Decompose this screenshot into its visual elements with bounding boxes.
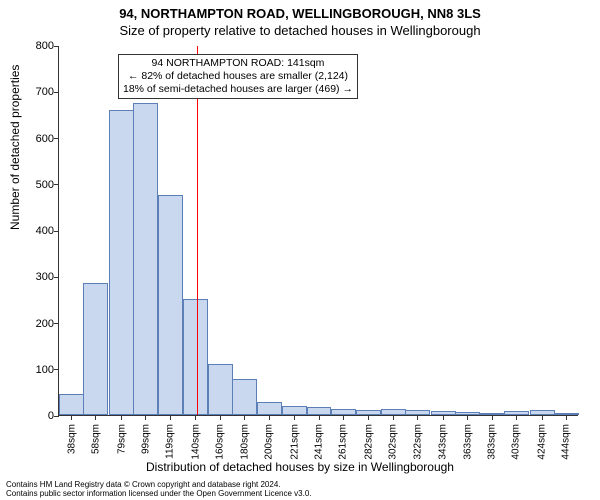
x-axis-label: Distribution of detached houses by size … — [0, 460, 600, 474]
xtick-label: 261sqm — [338, 424, 349, 460]
ytick-mark — [54, 184, 59, 185]
ytick-label: 200 — [36, 318, 54, 330]
xtick-label: 119sqm — [165, 424, 176, 459]
annotation-box: 94 NORTHAMPTON ROAD: 141sqm ← 82% of det… — [118, 54, 358, 99]
histogram-bar — [158, 195, 183, 415]
xtick-mark — [443, 415, 444, 420]
xtick-label: 363sqm — [462, 424, 473, 460]
xtick-mark — [95, 415, 96, 420]
histogram-bar — [59, 394, 84, 415]
ytick-mark — [54, 138, 59, 139]
chart-container: 94, NORTHAMPTON ROAD, WELLINGBOROUGH, NN… — [0, 0, 600, 500]
xtick-label: 180sqm — [239, 424, 250, 460]
xtick-label: 79sqm — [116, 424, 127, 454]
ytick-label: 400 — [36, 225, 54, 237]
xtick-mark — [467, 415, 468, 420]
histogram-bar — [208, 364, 233, 415]
xtick-mark — [417, 415, 418, 420]
histogram-bar — [133, 103, 158, 415]
annotation-line3: 18% of semi-detached houses are larger (… — [123, 83, 353, 96]
histogram-bar — [307, 407, 332, 415]
reference-line — [197, 46, 198, 415]
ytick-label: 600 — [36, 133, 54, 145]
annotation-line2: ← 82% of detached houses are smaller (2,… — [123, 70, 353, 83]
xtick-label: 444sqm — [561, 424, 572, 460]
xtick-mark — [121, 415, 122, 420]
plot-area: 38sqm58sqm79sqm99sqm119sqm140sqm160sqm18… — [58, 46, 578, 416]
xtick-label: 221sqm — [289, 424, 300, 460]
xtick-label: 99sqm — [140, 424, 151, 454]
xtick-label: 140sqm — [190, 424, 201, 460]
histogram-bar — [109, 110, 134, 415]
histogram-bar — [257, 402, 282, 415]
chart-title: 94, NORTHAMPTON ROAD, WELLINGBOROUGH, NN… — [0, 0, 600, 21]
xtick-mark — [492, 415, 493, 420]
ytick-label: 500 — [36, 179, 54, 191]
xtick-mark — [170, 415, 171, 420]
xtick-label: 343sqm — [438, 424, 449, 460]
xtick-mark — [343, 415, 344, 420]
histogram-bar — [83, 283, 108, 415]
xtick-mark — [145, 415, 146, 420]
y-axis-label: Number of detached properties — [8, 65, 22, 230]
ytick-label: 300 — [36, 271, 54, 283]
ytick-mark — [54, 231, 59, 232]
xtick-mark — [566, 415, 567, 420]
ytick-mark — [54, 92, 59, 93]
xtick-mark — [542, 415, 543, 420]
copyright-line2: Contains public sector information licen… — [6, 489, 312, 498]
ytick-label: 0 — [48, 410, 54, 422]
xtick-label: 200sqm — [264, 424, 275, 460]
ytick-label: 100 — [36, 364, 54, 376]
xtick-mark — [220, 415, 221, 420]
xtick-label: 383sqm — [487, 424, 498, 460]
ytick-label: 700 — [36, 86, 54, 98]
annotation-line1: 94 NORTHAMPTON ROAD: 141sqm — [123, 57, 353, 70]
xtick-mark — [516, 415, 517, 420]
xtick-label: 424sqm — [537, 424, 548, 460]
xtick-label: 58sqm — [90, 424, 101, 454]
plot-wrap: 38sqm58sqm79sqm99sqm119sqm140sqm160sqm18… — [58, 46, 578, 416]
xtick-mark — [294, 415, 295, 420]
xtick-mark — [244, 415, 245, 420]
histogram-bar — [183, 299, 208, 415]
ytick-mark — [54, 46, 59, 47]
ytick-mark — [54, 323, 59, 324]
xtick-label: 160sqm — [215, 424, 226, 460]
xtick-mark — [71, 415, 72, 420]
chart-subtitle: Size of property relative to detached ho… — [0, 21, 600, 42]
histogram-bar — [282, 406, 307, 415]
xtick-mark — [319, 415, 320, 420]
xtick-mark — [393, 415, 394, 420]
ytick-mark — [54, 416, 59, 417]
ytick-mark — [54, 369, 59, 370]
xtick-label: 302sqm — [388, 424, 399, 460]
xtick-label: 322sqm — [412, 424, 423, 460]
xtick-label: 241sqm — [314, 424, 325, 460]
xtick-mark — [269, 415, 270, 420]
copyright-line1: Contains HM Land Registry data © Crown c… — [6, 480, 312, 489]
copyright-block: Contains HM Land Registry data © Crown c… — [6, 480, 312, 498]
histogram-bar — [232, 379, 257, 415]
ytick-mark — [54, 277, 59, 278]
xtick-label: 282sqm — [363, 424, 374, 460]
xtick-label: 38sqm — [66, 424, 77, 454]
ytick-label: 800 — [36, 40, 54, 52]
xtick-label: 403sqm — [511, 424, 522, 460]
xtick-mark — [195, 415, 196, 420]
xtick-mark — [368, 415, 369, 420]
